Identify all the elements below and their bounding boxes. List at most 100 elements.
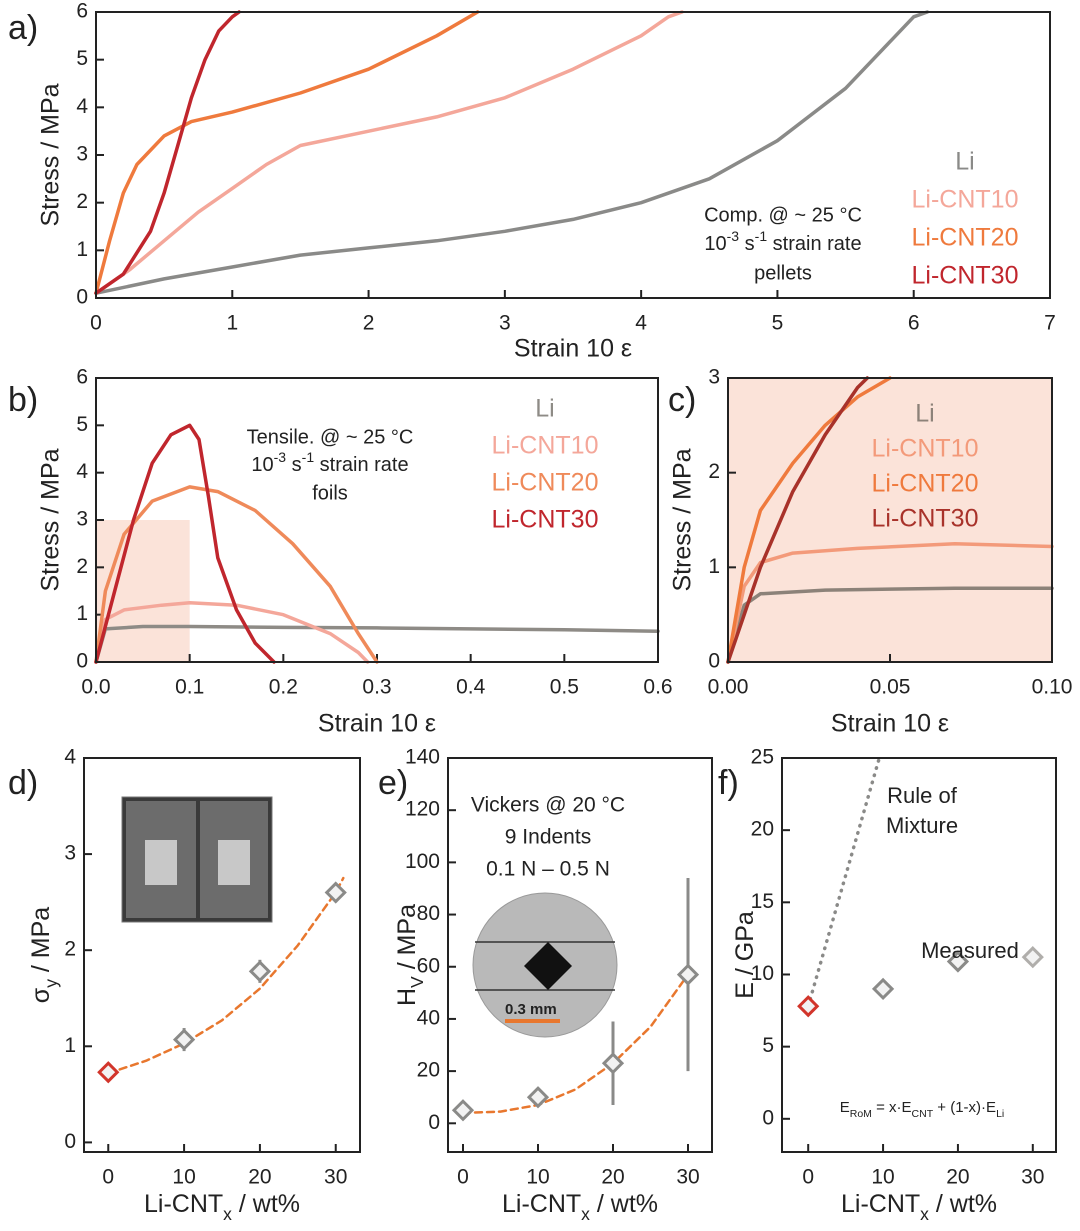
panel-label: b): [8, 381, 38, 419]
y-tick-label: 0: [64, 1130, 76, 1153]
text-part: + (1-x)·E: [933, 1099, 996, 1116]
legend-entry: Li-CNT10: [912, 186, 1019, 214]
data-line: [94, 485, 379, 664]
annotation: Tensile. @ ~ 25 °C: [247, 426, 414, 448]
x-tick-label: 0.1: [175, 676, 204, 699]
annotation: Measured: [921, 938, 1019, 963]
panel: 0 10 20 30 0 1 2 3 4 d) Li-CNTx / wt% σy / MPa: [8, 746, 361, 1224]
data-point: [97, 1061, 120, 1084]
y-tick-label: 120: [405, 798, 440, 821]
x-tick-label: 30: [1021, 1166, 1044, 1189]
x-tick-label: 0.3: [362, 676, 391, 699]
x-tick-label: 0.00: [708, 676, 749, 699]
y-tick-label: 40: [417, 1006, 440, 1029]
x-axis-label: Li-CNTx / wt%: [502, 1190, 658, 1224]
legend-entry: Li-CNT30: [492, 506, 599, 534]
y-tick-label: 140: [405, 746, 440, 769]
panel: 0.00 0.05 0.10 0 1 2 3 c) Strain 10 ε Stress / MP…: [668, 366, 1072, 738]
x-tick-label: 4: [635, 312, 647, 335]
y-axis-label: σy / MPa: [27, 907, 61, 1004]
y-tick-label: 3: [76, 143, 88, 166]
panel-label: c): [668, 381, 696, 419]
y-tick-label: 4: [64, 746, 76, 769]
data-line: [726, 586, 1054, 664]
y-axis-label: Stress / MPa: [37, 83, 65, 226]
legend-entry: Li-CNT20: [492, 469, 599, 497]
y-tick-label: 25: [751, 746, 774, 769]
y-tick-label: 5: [76, 47, 88, 70]
y-tick-label: 60: [417, 954, 440, 977]
y-tick-label: 1: [64, 1034, 76, 1057]
data-line: [94, 624, 660, 664]
data-point: [324, 881, 347, 904]
text-part: x: [581, 1204, 590, 1224]
y-tick-label: 20: [751, 818, 774, 841]
x-tick-label: 30: [676, 1166, 699, 1189]
text-part: = x·E: [872, 1099, 912, 1116]
panel: 0.0 0.1 0.2 0.3 0.4 0.5 0.6 0 1 2 3 4 5 6 b) Strain 10 …: [8, 366, 673, 738]
text-part: CNT: [912, 1108, 934, 1120]
inset-diamond: [524, 942, 572, 990]
legend-entry: Li: [915, 400, 934, 428]
fit-line: [461, 973, 690, 1115]
panel-label: a): [8, 9, 38, 47]
y-tick-label: 5: [76, 413, 88, 436]
legend-entry: Li-CNT30: [912, 262, 1019, 290]
plot-frame: [83, 757, 361, 1153]
x-tick-label: 0.2: [269, 676, 298, 699]
plot-frame: [447, 757, 713, 1153]
text-part: -1: [755, 228, 768, 244]
legend-entry: Li: [955, 148, 974, 176]
y-axis-label: HV / MPa: [393, 904, 427, 1006]
plot-frame: [727, 377, 1053, 663]
x-tick-label: 2: [363, 312, 375, 335]
text-part: -3: [727, 228, 740, 244]
x-axis-label: Strain 10 ε: [831, 710, 949, 738]
annotation: 10-3 s-1 strain rate: [704, 228, 861, 256]
annotation: 10-3 s-1 strain rate: [251, 449, 408, 477]
x-tick-label: 0: [90, 312, 102, 335]
plot-frame: [781, 757, 1057, 1153]
x-tick-label: 7: [1044, 312, 1056, 335]
fit-line: [107, 876, 345, 1075]
x-tick-label: 0.4: [456, 676, 486, 699]
text-part: H: [393, 988, 421, 1006]
data-point: [451, 1099, 475, 1122]
annotation: ERoM = x·ECNT + (1-x)·ELi: [840, 1099, 1005, 1120]
y-tick-label: 0: [428, 1111, 440, 1134]
panel-label: d): [8, 764, 38, 802]
x-tick-label: 0.10: [1032, 676, 1073, 699]
text-part: / wt%: [590, 1190, 658, 1218]
text-part: / MPa: [393, 904, 421, 976]
data-line: [94, 10, 930, 295]
y-axis-label: E / GPa: [731, 911, 759, 999]
y-tick-label: 6: [76, 366, 88, 389]
data-point: [871, 977, 895, 1001]
text-part: strain rate: [314, 454, 408, 476]
annotation: Vickers @ 20 °C: [471, 794, 625, 817]
insets: 0.3 mm: [121, 796, 618, 1038]
data-line: [726, 376, 892, 664]
zoom-region: [96, 520, 190, 662]
y-tick-label: 6: [76, 0, 88, 23]
data-line: [94, 423, 276, 664]
text-part: Li-CNT: [841, 1190, 920, 1218]
x-axis-label: Strain 10 ε: [318, 710, 436, 738]
y-axis-label: Stress / MPa: [669, 448, 697, 591]
y-tick-label: 1: [708, 555, 720, 578]
data-line: [94, 10, 684, 295]
text-part: s: [286, 454, 302, 476]
y-tick-label: 2: [76, 190, 88, 213]
data-line: [726, 541, 1054, 664]
text-part: / wt%: [232, 1190, 300, 1218]
text-part: σ: [27, 987, 55, 1003]
data-line: [94, 10, 241, 295]
legend-entry: Li-CNT10: [492, 432, 599, 460]
text-part: E: [840, 1099, 850, 1116]
text-part: x: [223, 1204, 232, 1224]
text-part: y: [41, 979, 61, 988]
y-tick-label: 0: [76, 286, 88, 309]
legend-entry: Li-CNT10: [872, 435, 979, 463]
y-tick-label: 2: [76, 555, 88, 578]
